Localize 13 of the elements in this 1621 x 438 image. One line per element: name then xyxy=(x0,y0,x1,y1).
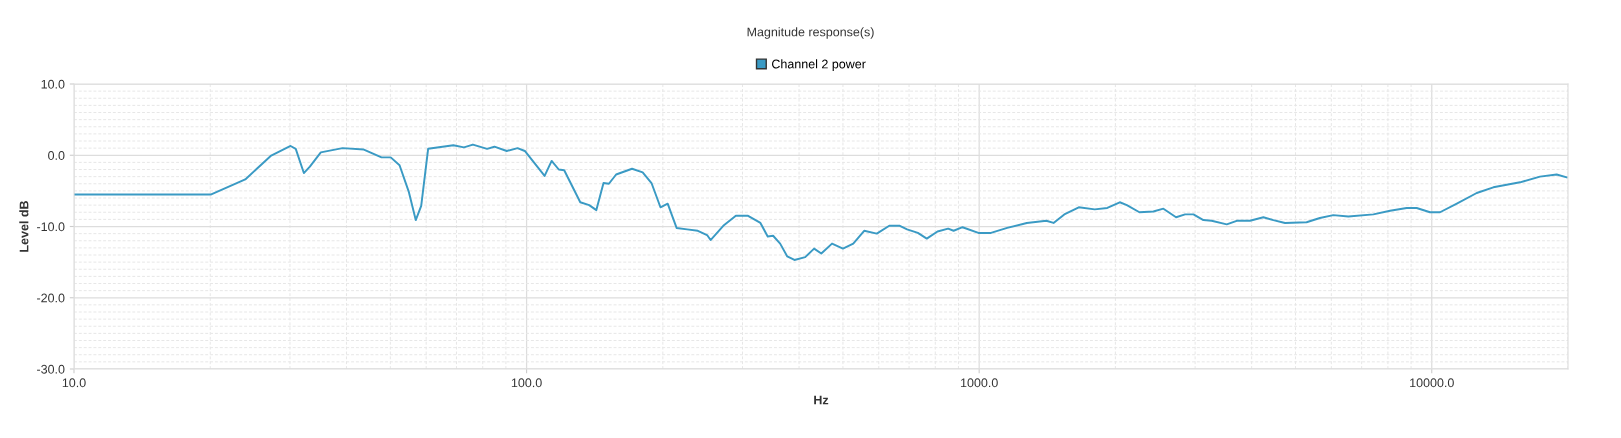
y-tick-label: -20.0 xyxy=(37,293,65,303)
chart-title: Magnitude response(s) xyxy=(747,27,874,39)
y-tick-label: 0.0 xyxy=(48,151,65,160)
y-tick-label: 10.0 xyxy=(41,79,65,89)
y-axis-title: Level dB xyxy=(19,201,29,252)
x-tick-label: 100.0 xyxy=(511,378,542,388)
x-tick-label: 10000.0 xyxy=(1410,378,1454,388)
legend-label: Channel 2 power xyxy=(772,59,866,71)
x-axis-title: Hz xyxy=(814,395,829,405)
y-tick-label: -30.0 xyxy=(37,364,65,374)
x-tick-label: 10.0 xyxy=(62,378,86,388)
y-tick-label: -10.0 xyxy=(37,222,65,232)
x-tick-label: 1000.0 xyxy=(961,378,998,388)
